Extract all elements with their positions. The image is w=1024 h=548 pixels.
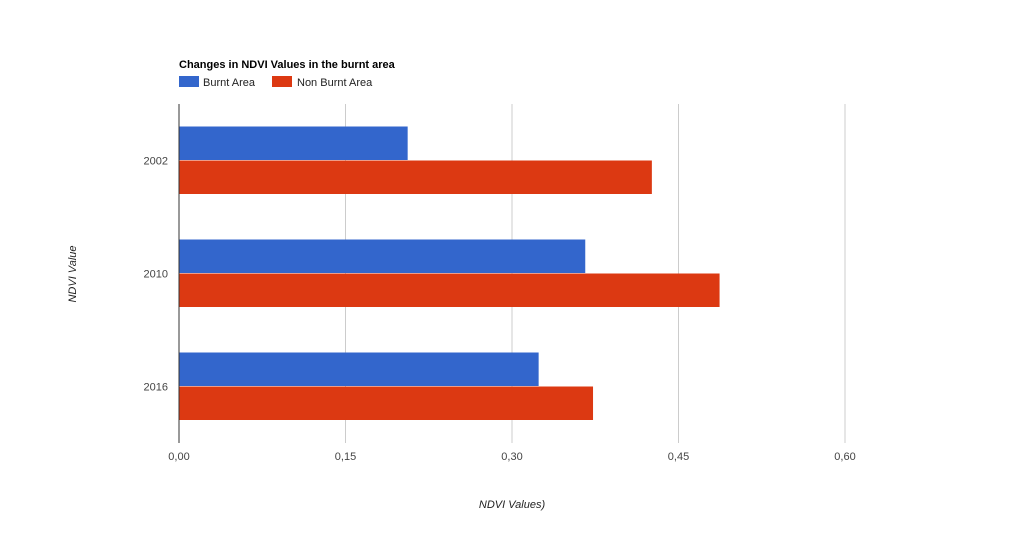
chart-title: Changes in NDVI Values in the burnt area [179, 59, 396, 71]
bars [178, 104, 720, 443]
legend: Burnt Area Non Burnt Area [179, 76, 373, 89]
legend-swatch-non-burnt-area [272, 76, 292, 87]
x-tick-label: 0,00 [168, 451, 189, 463]
bar-burnt-area-2002 [179, 126, 408, 160]
legend-label-burnt-area: Burnt Area [203, 77, 256, 89]
bar-non-burnt-area-2002 [179, 160, 652, 194]
x-tick-label: 0,45 [668, 451, 689, 463]
y-axis-labels: 2002 2010 2016 [144, 156, 168, 394]
legend-label-non-burnt-area: Non Burnt Area [297, 77, 373, 89]
y-tick-label: 2010 [144, 269, 168, 281]
x-tick-label: 0,30 [501, 451, 522, 463]
bar-burnt-area-2010 [179, 239, 586, 273]
bar-burnt-area-2016 [179, 352, 539, 386]
x-axis-title: NDVI Values) [479, 499, 546, 511]
x-tick-label: 0,15 [335, 451, 356, 463]
bar-non-burnt-area-2016 [179, 386, 594, 420]
y-tick-label: 2016 [144, 382, 168, 394]
bar-non-burnt-area-2010 [179, 273, 720, 307]
legend-swatch-burnt-area [179, 76, 199, 87]
y-axis-title: NDVI Value [67, 245, 79, 302]
y-tick-label: 2002 [144, 156, 168, 168]
x-axis-labels: 0,00 0,15 0,30 0,45 0,60 [168, 451, 855, 463]
x-tick-label: 0,60 [834, 451, 855, 463]
